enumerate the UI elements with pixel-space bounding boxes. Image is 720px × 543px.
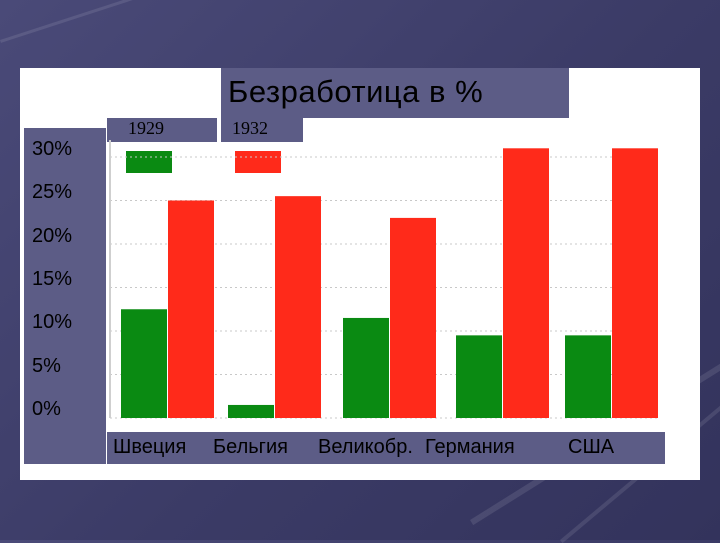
y-tick-label: 20%: [32, 225, 73, 247]
y-tick-label: 5%: [32, 355, 61, 377]
x-tick-label: Швеция: [113, 436, 187, 458]
y-tick-label: 25%: [32, 181, 73, 203]
x-tick-label: США: [568, 436, 615, 458]
y-tick-label: 15%: [32, 268, 73, 290]
bar-1929-2: [343, 317, 389, 418]
bar-1929-3: [456, 335, 502, 418]
legend-label-1932: 1932: [232, 118, 268, 138]
chart-title: Безработица в %: [228, 74, 484, 109]
bar-1932-1: [275, 196, 321, 418]
y-tick-label: 10%: [32, 311, 73, 333]
x-tick-label: Бельгия: [213, 436, 288, 458]
legend-box-1932: [221, 118, 303, 142]
y-tick-label: 30%: [32, 138, 73, 160]
x-axis-label-panel: [107, 432, 665, 464]
title-box: [221, 68, 569, 118]
y-tick-label: 0%: [32, 398, 61, 420]
legend-label-1929: 1929: [128, 118, 164, 138]
bar-1932-3: [503, 148, 549, 419]
bar-1929-0: [121, 309, 167, 418]
bar-1932-4: [612, 148, 658, 419]
x-tick-label: Великобр.: [318, 436, 413, 458]
bar-1929-4: [565, 335, 611, 418]
y-axis-label-panel: [24, 128, 106, 464]
bar-1932-2: [390, 217, 436, 418]
legend-box-1929: [107, 118, 217, 142]
bar-1932-0: [168, 200, 214, 418]
x-tick-label: Германия: [425, 436, 515, 458]
bar-1929-1: [228, 404, 274, 418]
